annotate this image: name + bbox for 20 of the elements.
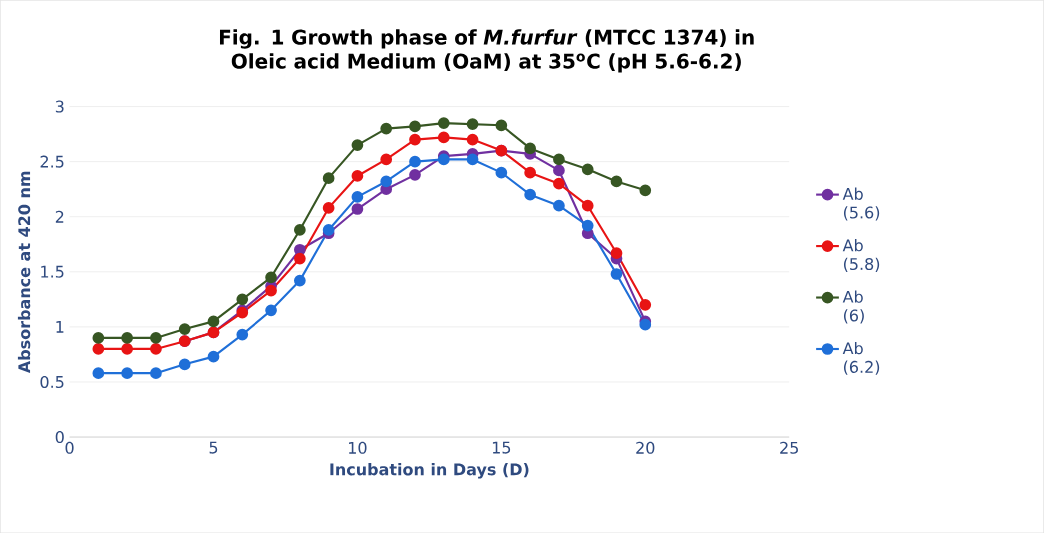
legend-label: Ab (6) <box>842 290 864 324</box>
legend-label: Ab (5.6) <box>842 187 880 221</box>
y-tick-label: 3 <box>55 100 64 113</box>
y-tick-label: 1 <box>56 320 64 333</box>
x-tick-label: 0 <box>65 441 74 454</box>
y-tick-label: 0.5 <box>40 375 64 388</box>
y-tick-label: 0 <box>55 430 64 443</box>
legend-label: Ab (5.8) <box>842 238 880 272</box>
x-tick-label: 25 <box>780 441 798 454</box>
x-tick-label: 15 <box>492 441 511 454</box>
y-axis-title: Absorbance at 420 nm <box>17 171 31 373</box>
chart-title: Fig. 1 Growth phase of M.furfur (MTCC 1374) in Oleic acid Medium (OaM) at 35$^{o}$C (pH 5.6-6.2) <box>219 29 754 73</box>
y-tick-label: 1.5 <box>41 265 64 278</box>
y-tick-label: 2.5 <box>40 155 64 168</box>
x-tick-label: 10 <box>349 441 367 454</box>
y-tick-label: 2 <box>55 210 64 223</box>
x-axis-title: Incubation in Days (D) <box>330 462 529 479</box>
x-tick-label: 20 <box>636 441 655 454</box>
x-tick-label: 5 <box>209 441 218 454</box>
legend-label: Ab (6.2) <box>842 341 880 375</box>
